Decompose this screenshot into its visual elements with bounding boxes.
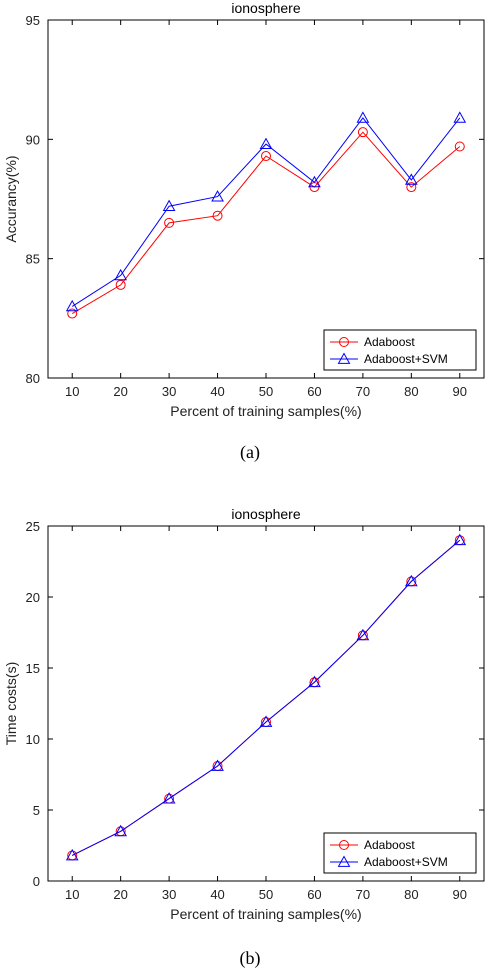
caption-a: (a) bbox=[240, 442, 260, 462]
data-point-triangle bbox=[356, 628, 370, 641]
x-tick-label: 30 bbox=[162, 887, 176, 902]
data-point-triangle bbox=[162, 199, 176, 212]
x-tick-label: 50 bbox=[259, 887, 273, 902]
legend-label-1: Adaboost+SVM bbox=[364, 855, 448, 869]
accuracy-chart: ionosphere 10 20 30 40 50 60 70 80 90 80 85 90 95 Perc… bbox=[3, 0, 485, 419]
y-tick-label: 85 bbox=[26, 252, 40, 267]
x-tick-label: 80 bbox=[404, 887, 418, 902]
data-point-triangle bbox=[404, 173, 418, 185]
x-tick-label: 60 bbox=[307, 887, 321, 902]
data-point-circle bbox=[261, 151, 271, 162]
legend-label-0: Adaboost bbox=[364, 838, 415, 852]
data-point-triangle bbox=[114, 824, 128, 837]
series-line-1 bbox=[71, 117, 461, 307]
legend-marker-circle bbox=[339, 337, 349, 347]
data-point-circle bbox=[454, 141, 465, 152]
plot-frame bbox=[47, 19, 485, 379]
x-tick-label: 10 bbox=[65, 887, 79, 902]
x-tick-label: 50 bbox=[259, 384, 273, 399]
data-point-triangle bbox=[308, 175, 321, 188]
data-point-circle bbox=[67, 308, 78, 319]
data-point-triangle bbox=[404, 574, 418, 587]
series-line-0 bbox=[71, 539, 461, 856]
data-point-triangle bbox=[308, 675, 321, 688]
data-point-circle bbox=[357, 127, 368, 138]
y-tick-label: 90 bbox=[26, 132, 40, 147]
y-axis-title: Time costs(s) bbox=[3, 662, 19, 745]
data-point-circle bbox=[212, 210, 223, 221]
series-line-1 bbox=[71, 539, 461, 856]
series-line-0 bbox=[71, 131, 461, 315]
data-point-circle bbox=[406, 182, 417, 193]
caption-b: (b) bbox=[239, 948, 261, 968]
x-axis-title: Percent of training samples(%) bbox=[170, 906, 361, 922]
y-tick-label: 0 bbox=[33, 874, 40, 889]
x-tick-label: 40 bbox=[210, 384, 224, 399]
legend-label-1: Adaboost+SVM bbox=[364, 352, 448, 366]
data-point-triangle bbox=[211, 759, 224, 771]
x-tick-label: 20 bbox=[113, 384, 127, 399]
data-point-circle bbox=[115, 279, 126, 290]
data-point-triangle bbox=[259, 715, 273, 727]
legend-label-0: Adaboost bbox=[364, 335, 415, 349]
data-point-circle bbox=[164, 217, 175, 228]
chart-title: ionosphere bbox=[231, 506, 300, 522]
x-tick-label: 90 bbox=[453, 384, 467, 399]
legend-marker-triangle bbox=[337, 352, 351, 364]
y-axis-title: Accurancy(%) bbox=[3, 155, 19, 242]
x-tick-label: 20 bbox=[113, 887, 127, 902]
legend-marker-triangle bbox=[337, 855, 351, 867]
legend-marker-circle bbox=[339, 840, 349, 850]
chart-title: ionosphere bbox=[231, 0, 300, 16]
y-tick-label: 20 bbox=[26, 590, 40, 605]
data-point-triangle bbox=[162, 792, 176, 804]
x-axis-title: Percent of training samples(%) bbox=[170, 403, 361, 419]
x-tick-label: 40 bbox=[210, 887, 224, 902]
y-tick-label: 5 bbox=[33, 803, 40, 818]
data-point-triangle bbox=[211, 190, 224, 202]
data-point-triangle bbox=[65, 299, 79, 312]
x-tick-label: 70 bbox=[356, 384, 370, 399]
y-tick-label: 25 bbox=[26, 519, 40, 534]
data-point-triangle bbox=[259, 137, 273, 150]
y-tick-label: 15 bbox=[26, 661, 40, 676]
y-tick-label: 10 bbox=[26, 732, 40, 747]
time-cost-chart: ionosphere 10 20 30 40 50 60 70 80 90 0 5 10 15 20 25 Pe… bbox=[3, 506, 485, 922]
x-tick-label: 80 bbox=[404, 384, 418, 399]
data-point-triangle bbox=[453, 533, 467, 546]
data-point-triangle bbox=[65, 848, 79, 861]
x-tick-label: 10 bbox=[65, 384, 79, 399]
y-tick-label: 80 bbox=[26, 371, 40, 386]
data-point-triangle bbox=[356, 111, 370, 123]
x-tick-label: 90 bbox=[453, 887, 467, 902]
data-point-triangle bbox=[114, 268, 128, 281]
x-tick-label: 60 bbox=[307, 384, 321, 399]
y-tick-label: 95 bbox=[26, 13, 40, 28]
x-tick-label: 70 bbox=[356, 887, 370, 902]
plot-frame bbox=[47, 525, 485, 882]
x-tick-label: 30 bbox=[162, 384, 176, 399]
data-point-triangle bbox=[453, 111, 467, 123]
